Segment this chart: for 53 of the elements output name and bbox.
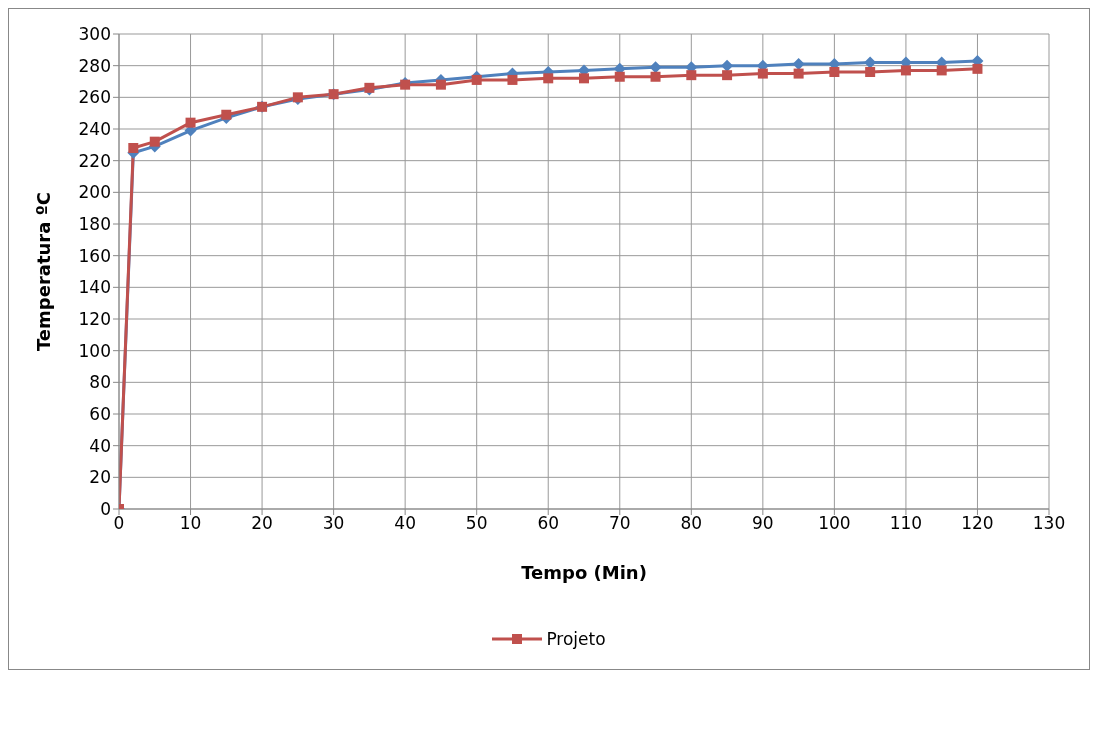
x-tick-label: 60 xyxy=(537,513,560,534)
x-axis-title: Tempo (Min) xyxy=(521,562,647,583)
point xyxy=(149,136,160,147)
legend-label: Projeto xyxy=(546,629,606,649)
point xyxy=(936,65,947,76)
x-tick-label: 50 xyxy=(465,513,488,534)
point xyxy=(829,67,840,77)
x-tick-label: 120 xyxy=(961,513,994,534)
point xyxy=(543,73,554,84)
y-tick-label: 0 xyxy=(100,499,111,520)
x-tick-label: 40 xyxy=(394,513,416,534)
point xyxy=(579,73,589,84)
point xyxy=(972,63,983,74)
y-tick-label: 80 xyxy=(89,372,111,393)
x-tick-label: 80 xyxy=(680,513,703,534)
x-tick-label: 110 xyxy=(889,513,923,534)
y-tick-label: 280 xyxy=(78,55,111,76)
point xyxy=(128,143,139,153)
x-tick-label: 70 xyxy=(608,513,631,534)
point xyxy=(507,74,518,85)
point xyxy=(221,109,232,120)
x-tick-label: 100 xyxy=(818,513,851,534)
point xyxy=(185,117,196,128)
y-tick-label: 220 xyxy=(78,150,111,171)
x-tick-label: 90 xyxy=(752,513,774,534)
y-tick-label: 240 xyxy=(78,119,111,140)
point xyxy=(900,65,911,76)
y-tick-label: 100 xyxy=(78,340,111,361)
y-tick-label: 20 xyxy=(89,467,111,488)
point xyxy=(757,68,768,79)
y-axis-title: Temperatura ºC xyxy=(33,191,55,352)
point xyxy=(471,74,482,85)
y-tick-label: 40 xyxy=(89,435,111,456)
x-tick-label: 0 xyxy=(113,513,125,534)
x-tick-label: 30 xyxy=(322,513,345,534)
point xyxy=(686,70,697,81)
y-tick-label: 300 xyxy=(78,24,111,45)
y-tick-label: 180 xyxy=(78,214,111,235)
y-tick-label: 120 xyxy=(78,309,111,330)
point xyxy=(865,67,876,77)
y-tick-label: 260 xyxy=(78,87,111,108)
point xyxy=(435,79,446,90)
point xyxy=(793,68,804,79)
y-tick-label: 140 xyxy=(78,277,111,298)
y-tick-label: 60 xyxy=(89,404,111,425)
y-tick-label: 200 xyxy=(78,182,111,203)
x-tick-label: 20 xyxy=(251,513,273,534)
x-tick-label: 130 xyxy=(1032,513,1066,534)
point xyxy=(650,71,661,82)
x-tick-label: 10 xyxy=(179,513,202,534)
y-tick-label: 160 xyxy=(78,245,111,266)
point xyxy=(722,70,733,81)
point xyxy=(614,71,625,82)
